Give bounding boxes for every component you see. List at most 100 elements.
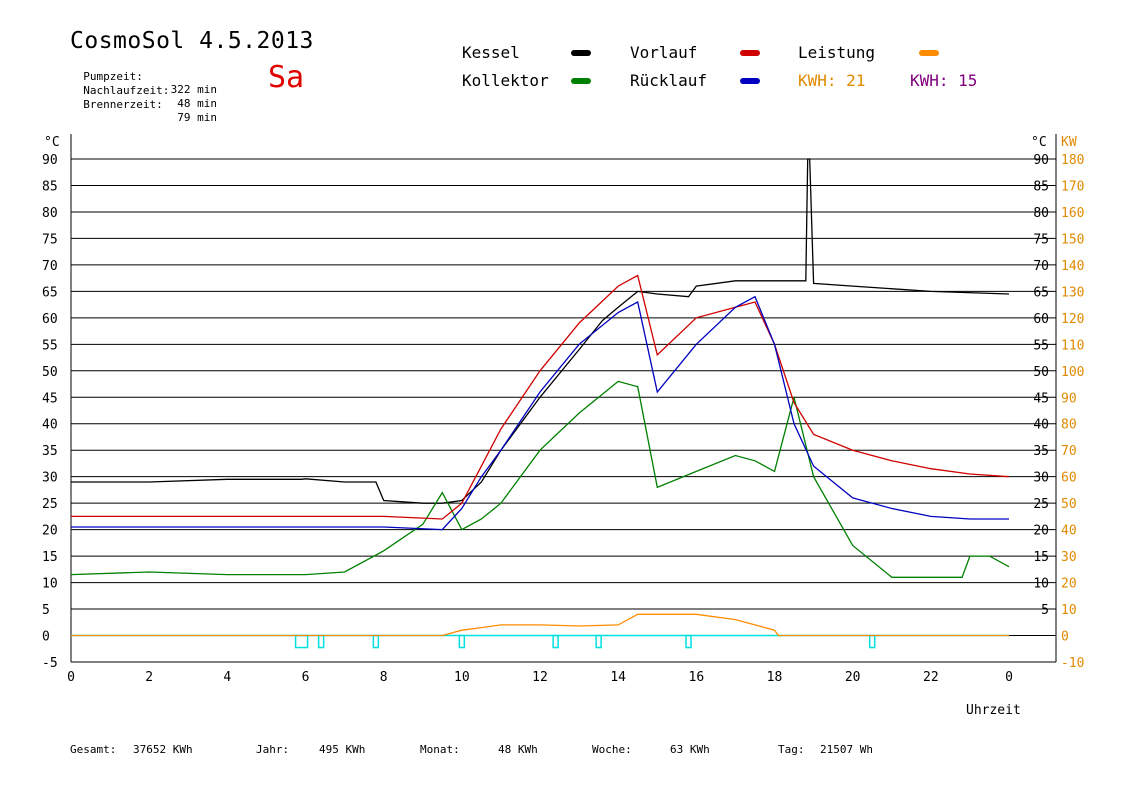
y-tick-label-right: 90 [1033, 153, 1049, 168]
y-tick-label-left: 70 [42, 259, 58, 274]
y-tick-label-power: 150 [1061, 232, 1084, 247]
y-axis-unit-right: °C [1031, 135, 1047, 150]
y-tick-label-left: 80 [42, 206, 58, 221]
y-tick-label-left: 65 [42, 285, 58, 300]
kwh1-label: KWH: [798, 71, 837, 90]
monat-value: 48 KWh [498, 743, 538, 756]
series-line [71, 295, 1009, 531]
x-tick-label: 18 [767, 670, 783, 685]
y-tick-label-left: 90 [42, 153, 58, 168]
y-axis-unit-left: °C [44, 135, 60, 150]
tag-value: 21507 Wh [820, 743, 873, 756]
y-tick-label-power: -10 [1061, 656, 1084, 671]
kwh2-value: 15 [958, 71, 978, 90]
y-tick-label-power: 80 [1061, 418, 1077, 433]
x-axis-label: Uhrzeit [966, 703, 1021, 718]
y-tick-label-power: 140 [1061, 259, 1084, 274]
y-tick-label-right: 60 [1033, 312, 1049, 327]
nachlaufzeit-stat: Nachlaufzeit: 48 min [70, 71, 217, 110]
pumpzeit-stat: Pumpzeit: 322 min [70, 57, 217, 96]
x-tick-label: 10 [454, 670, 470, 685]
x-tick-label: 14 [610, 670, 626, 685]
brennerzeit-stat: Brennerzeit: 79 min [70, 85, 217, 124]
nachlaufzeit-label: Nachlaufzeit: [83, 84, 170, 97]
y-tick-label-left: 60 [42, 312, 58, 327]
nachlaufzeit-value: 48 min [177, 97, 217, 110]
y-tick-label-power: 30 [1061, 550, 1077, 565]
y-tick-label-right: 10 [1033, 577, 1049, 592]
chart-title: CosmoSol 4.5.2013 [70, 28, 314, 54]
x-tick-label: 6 [302, 670, 310, 685]
y-tick-label-right: 75 [1033, 232, 1049, 247]
legend-vorlauf-swatch [740, 50, 760, 56]
legend-leistung-label: Leistung [798, 43, 876, 62]
y-tick-label-left: 30 [42, 471, 58, 486]
y-tick-label-power: 110 [1061, 338, 1084, 353]
y-tick-label-power: 130 [1061, 285, 1084, 300]
jahr-value: 495 KWh [319, 743, 366, 756]
y-tick-label-right: 35 [1033, 444, 1049, 459]
y-tick-label-power: 50 [1061, 497, 1077, 512]
weekday-label: Sa [268, 60, 305, 95]
tag-label: Tag: [778, 743, 805, 756]
gesamt-label: Gesamt: [70, 743, 117, 756]
x-tick-label: 12 [532, 670, 548, 685]
series-line [71, 274, 1010, 520]
y-tick-label-left: 20 [42, 524, 58, 539]
y-tick-label-power: 90 [1061, 391, 1077, 406]
pump-marker [317, 634, 325, 649]
chart-grid [71, 158, 1056, 663]
brennerzeit-value: 79 min [177, 111, 217, 124]
x-tick-label: 22 [923, 670, 939, 685]
y-tick-label-right: 80 [1033, 206, 1049, 221]
y-tick-label-power: 20 [1061, 577, 1077, 592]
jahr-label: Jahr: [256, 743, 290, 756]
kwh2-label: KWH: [910, 71, 949, 90]
legend-vorlauf-label: Vorlauf [630, 43, 698, 62]
y-tick-label-right: 40 [1033, 418, 1049, 433]
y-tick-label-left: 50 [42, 365, 58, 380]
y-tick-label-right: 55 [1033, 338, 1049, 353]
legend-kwh1: KWH: 21 [798, 71, 865, 90]
y-tick-label-power: 10 [1061, 603, 1077, 618]
y-tick-label-left: 25 [42, 497, 58, 512]
y-tick-label-right: 50 [1033, 365, 1049, 380]
legend-leistung-swatch [919, 50, 939, 56]
x-tick-label: 4 [223, 670, 231, 685]
y-tick-label-left: -5 [42, 656, 58, 671]
x-tick-label: 16 [689, 670, 705, 685]
pump-marker [294, 634, 309, 649]
y-tick-label-left: 5 [42, 603, 50, 618]
pump-marker [595, 634, 602, 649]
y-tick-label-left: 40 [42, 418, 58, 433]
y-tick-label-left: 85 [42, 179, 58, 194]
chart-series [70, 158, 1010, 637]
y-tick-label-right: 20 [1033, 524, 1049, 539]
y-tick-label-right: 30 [1033, 471, 1049, 486]
y-tick-label-right: 25 [1033, 497, 1049, 512]
y-tick-label-left: 15 [42, 550, 58, 565]
y-tick-label-left: 10 [42, 577, 58, 592]
y-axis-unit-power: KW [1061, 135, 1077, 150]
x-tick-label: 0 [1005, 670, 1013, 685]
chart-ticks: -505101520253035404550556065707580859051… [42, 153, 1084, 685]
y-tick-label-right: 70 [1033, 259, 1049, 274]
series-line [71, 613, 1009, 637]
y-tick-label-power: 160 [1061, 206, 1084, 221]
y-tick-label-left: 0 [42, 630, 50, 645]
y-tick-label-right: 45 [1033, 391, 1049, 406]
x-tick-label: 0 [67, 670, 75, 685]
monat-label: Monat: [420, 743, 460, 756]
legend-kwh2: KWH: 15 [910, 71, 977, 90]
y-tick-label-right: 15 [1033, 550, 1049, 565]
y-tick-label-power: 170 [1061, 179, 1084, 194]
pump-markers [71, 634, 1009, 649]
legend-ruecklauf-label: Rücklauf [630, 71, 708, 90]
pumpzeit-label: Pumpzeit: [83, 70, 143, 83]
legend-kessel-label: Kessel [462, 43, 520, 62]
y-tick-label-power: 180 [1061, 153, 1084, 168]
x-tick-label: 20 [845, 670, 861, 685]
y-tick-label-power: 60 [1061, 471, 1077, 486]
y-tick-label-power: 120 [1061, 312, 1084, 327]
